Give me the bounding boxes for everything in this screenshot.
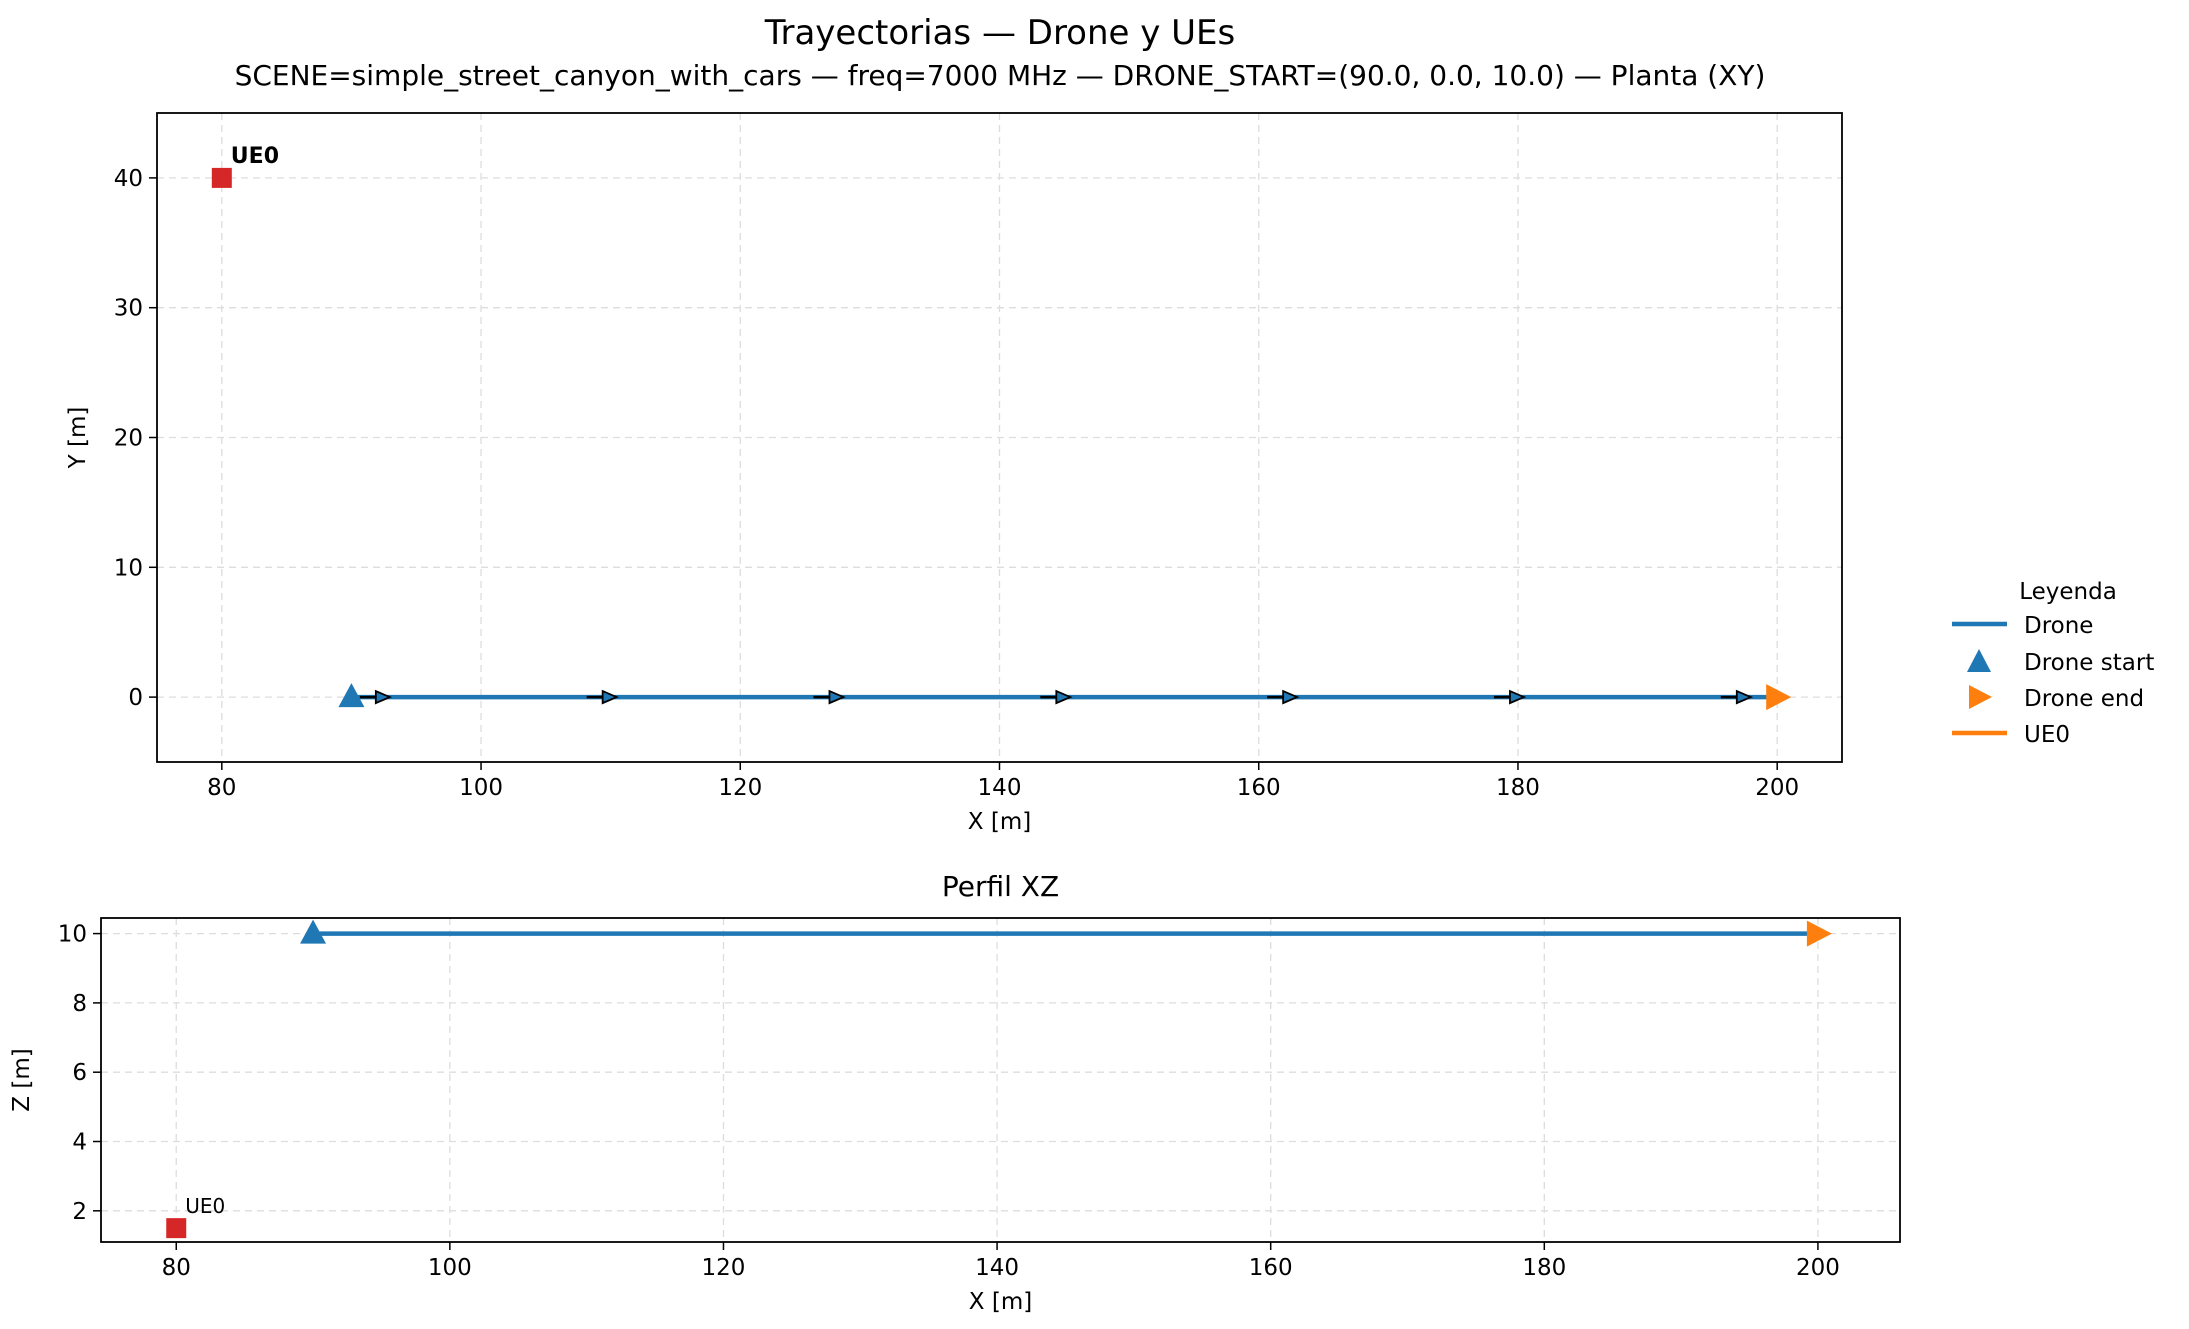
direction-arrow [813,689,846,705]
legend: Leyenda Drone Drone start Drone end UE0 [1952,579,2154,748]
figure-subtitle: SCENE=simple_street_canyon_with_cars — f… [235,59,1766,92]
direction-arrow [359,689,393,705]
x-tick-label: 120 [718,775,762,801]
x-tick-label: 100 [459,775,503,801]
y-tick-label: 30 [114,296,143,322]
axes-frame [100,917,1901,1243]
drone-end-marker [1806,920,1832,947]
legend-ue0-label: UE0 [2024,722,2070,748]
y-tick-label: 0 [128,685,143,711]
ue-label: UE0 [185,1194,225,1218]
xz-profile-plot: UE0 80 100 120 140 160 180 200 2 4 6 8 10 X [m] Z [m] P… [9,870,1901,1315]
x-tick-label: 200 [1796,1255,1840,1281]
direction-arrow-head [374,689,393,705]
y-tick-label: 6 [72,1060,87,1086]
y-tick-label: 4 [72,1130,87,1156]
y-axis-label: Z [m] [9,1048,35,1111]
legend-drone-start-label: Drone start [2024,650,2154,676]
x-tick-label: 80 [162,1255,191,1281]
direction-arrow-head [1509,689,1527,705]
x-tick-label: 80 [207,775,236,801]
direction-arrow-head [828,689,846,705]
x-tick-label: 120 [702,1255,746,1281]
subplot-title: Perfil XZ [942,870,1059,903]
drone-start-marker [338,683,365,708]
direction-arrow [1720,689,1754,705]
direction-arrow-head [601,689,619,705]
x-tick-label: 140 [978,775,1022,801]
figure-title: Trayectorias — Drone y UEs [764,13,1236,53]
y-tick-label: 10 [58,922,87,948]
ue-marker [166,1218,187,1239]
y-tick-label: 20 [114,426,143,452]
x-tick-label: 180 [1522,1255,1566,1281]
x-tick-label: 100 [428,1255,472,1281]
direction-arrow-head [1735,689,1754,705]
direction-arrow [1493,689,1527,705]
x-tick-label: 160 [1249,1255,1293,1281]
y-tick-label: 10 [114,555,143,581]
x-tick-label: 200 [1755,775,1799,801]
direction-arrow-head [1282,689,1300,705]
y-tick-label: 2 [72,1199,87,1225]
legend-drone-end-label: Drone end [2024,686,2144,712]
legend-drone-label: Drone [2024,613,2093,639]
y-axis-label: Y [m] [65,407,91,470]
drone-end-marker [1766,684,1792,711]
x-tick-label: 140 [975,1255,1019,1281]
legend-title: Leyenda [2019,579,2117,605]
x-axis-label: X [m] [968,809,1031,835]
y-tick-label: 40 [114,166,143,192]
direction-arrow [1040,689,1073,705]
x-tick-label: 180 [1496,775,1540,801]
x-axis-label: X [m] [969,1289,1032,1315]
direction-arrow-head [1055,689,1073,705]
x-tick-label: 160 [1237,775,1281,801]
ue-marker [211,167,232,188]
ue-label: UE0 [231,144,279,169]
drone-start-marker [300,919,327,944]
direction-arrow [586,689,619,705]
xy-plan-plot: UE0 80 100 120 140 160 180 200 0 10 20 30 40 X [m] Y [… [65,112,1843,835]
legend-drone-start-marker [1967,649,1991,672]
legend-drone-end-marker [1969,685,1992,709]
direction-arrow [1267,689,1300,705]
y-tick-label: 8 [72,991,87,1017]
